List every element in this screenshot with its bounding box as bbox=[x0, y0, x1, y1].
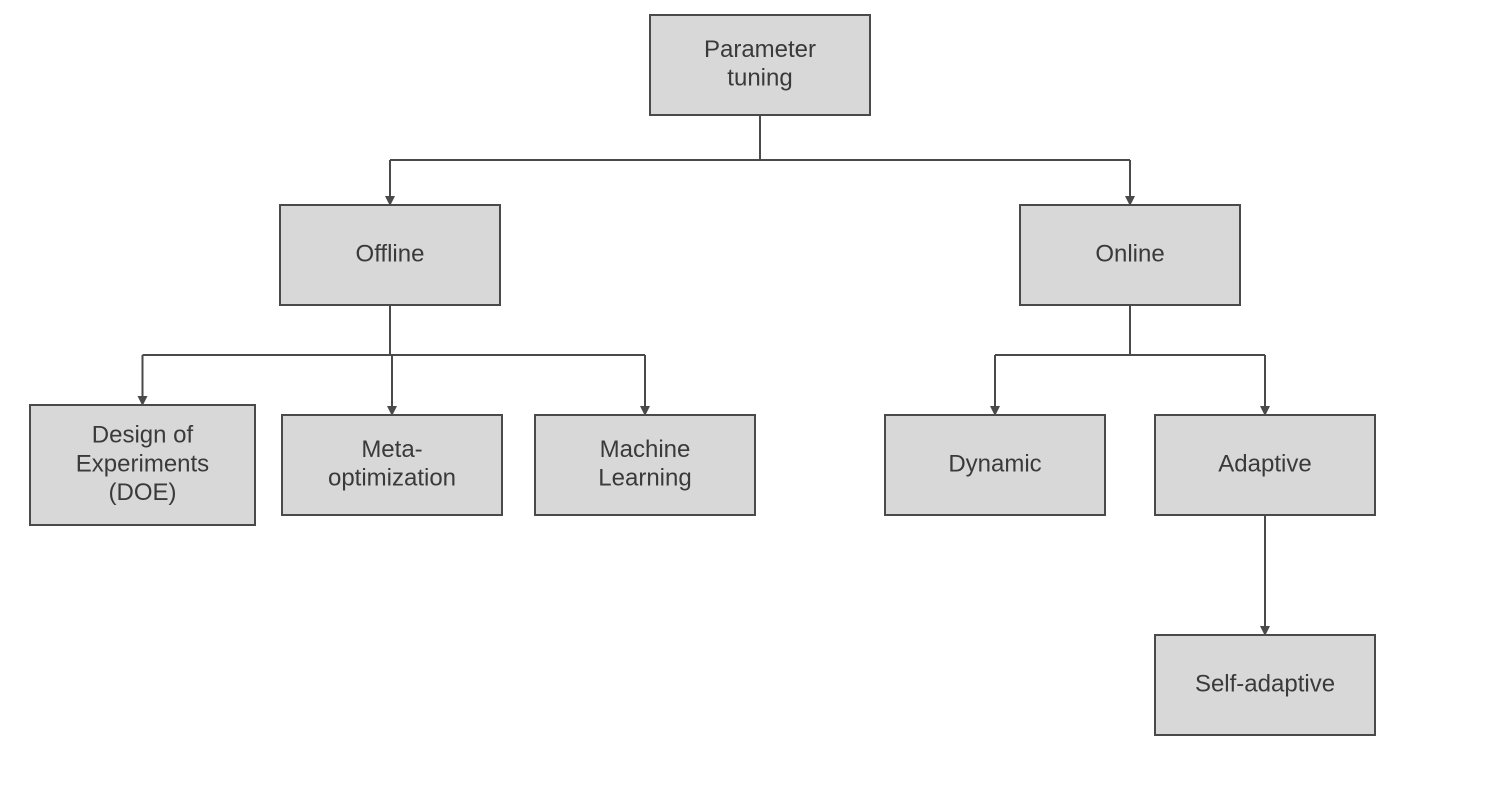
tree-node-label: tuning bbox=[727, 65, 792, 92]
tree-node-label: Self-adaptive bbox=[1195, 670, 1335, 697]
tree-node-label: Machine bbox=[600, 436, 691, 463]
tree-diagram: Parametertuning Offline Online Design ofExp… bbox=[0, 0, 1485, 797]
tree-node: MachineLearning bbox=[535, 415, 755, 515]
tree-node: Online bbox=[1020, 205, 1240, 305]
tree-node-label: Online bbox=[1095, 240, 1164, 267]
tree-node: Parametertuning bbox=[650, 15, 870, 115]
tree-node: Meta-optimization bbox=[282, 415, 502, 515]
tree-node: Offline bbox=[280, 205, 500, 305]
tree-node-label: Learning bbox=[598, 465, 691, 492]
tree-node-label: Meta- bbox=[361, 436, 422, 463]
tree-node-label: Design of bbox=[92, 422, 194, 449]
tree-node-label: Offline bbox=[356, 240, 425, 267]
tree-node-label: Dynamic bbox=[948, 450, 1041, 477]
tree-node-label: Adaptive bbox=[1218, 450, 1311, 477]
tree-node: Adaptive bbox=[1155, 415, 1375, 515]
tree-node: Dynamic bbox=[885, 415, 1105, 515]
tree-node-label: (DOE) bbox=[109, 479, 177, 506]
tree-node-label: Parameter bbox=[704, 36, 816, 63]
nodes-group: Parametertuning Offline Online Design ofExp… bbox=[30, 15, 1375, 735]
tree-node: Design ofExperiments(DOE) bbox=[30, 405, 255, 525]
tree-node: Self-adaptive bbox=[1155, 635, 1375, 735]
tree-node-label: optimization bbox=[328, 465, 456, 492]
tree-node-label: Experiments bbox=[76, 450, 209, 477]
edges-group bbox=[143, 115, 1266, 635]
